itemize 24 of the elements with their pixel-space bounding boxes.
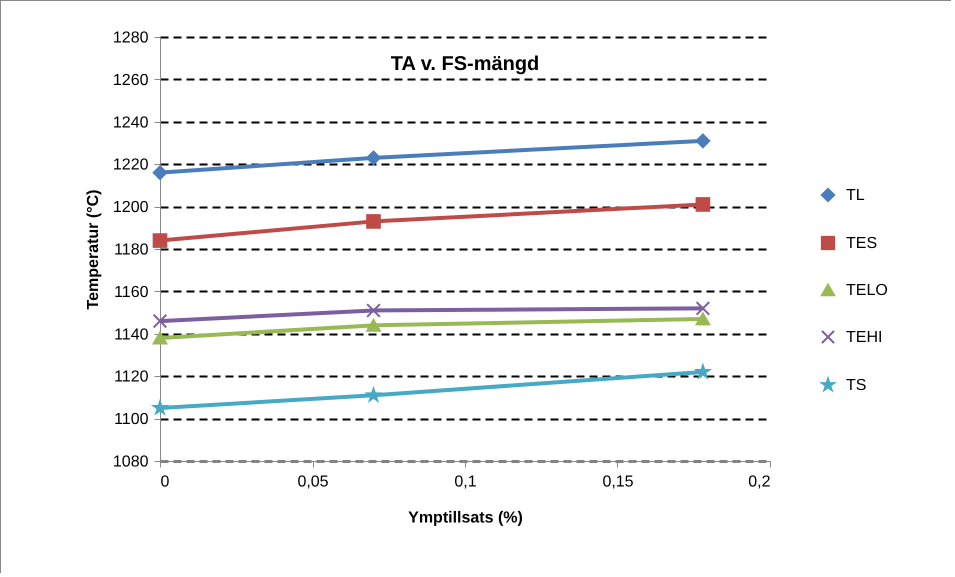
legend-label: TEHI	[846, 329, 882, 346]
x-tick-label: 0,2	[748, 474, 771, 490]
x-tick-label: 0,15	[602, 474, 634, 490]
y-tick-label: 1260	[112, 72, 149, 89]
y-tick-label: 1280	[112, 30, 149, 46]
legend-label: TS	[846, 377, 866, 394]
y-tick-label: 1220	[112, 156, 149, 174]
y-tick-label: 1160	[114, 284, 149, 301]
y-tick-label: 1140	[114, 326, 149, 344]
legend-label: TL	[846, 187, 865, 204]
y-tick-label: 1080	[112, 454, 149, 470]
legend-label: TELO	[846, 282, 888, 299]
y-axis-title: Temperatur (°C)	[84, 190, 102, 310]
y-tick-label: 1200	[112, 199, 149, 216]
x-tick-label: 0	[160, 474, 170, 490]
y-tick-label: 1240	[112, 114, 149, 132]
text: TA v. FS-mängd	[390, 53, 540, 75]
x-axis-title: Ymptillsats (%)	[408, 510, 523, 526]
y-tick-label: 1100	[114, 411, 149, 428]
y-tick-label: 1180	[114, 242, 149, 258]
x-tick-label: 0,05	[297, 474, 329, 490]
y-tick-label: 1120	[114, 368, 149, 386]
legend-label: TES	[846, 235, 878, 252]
x-tick-label: 0,1	[454, 474, 477, 490]
